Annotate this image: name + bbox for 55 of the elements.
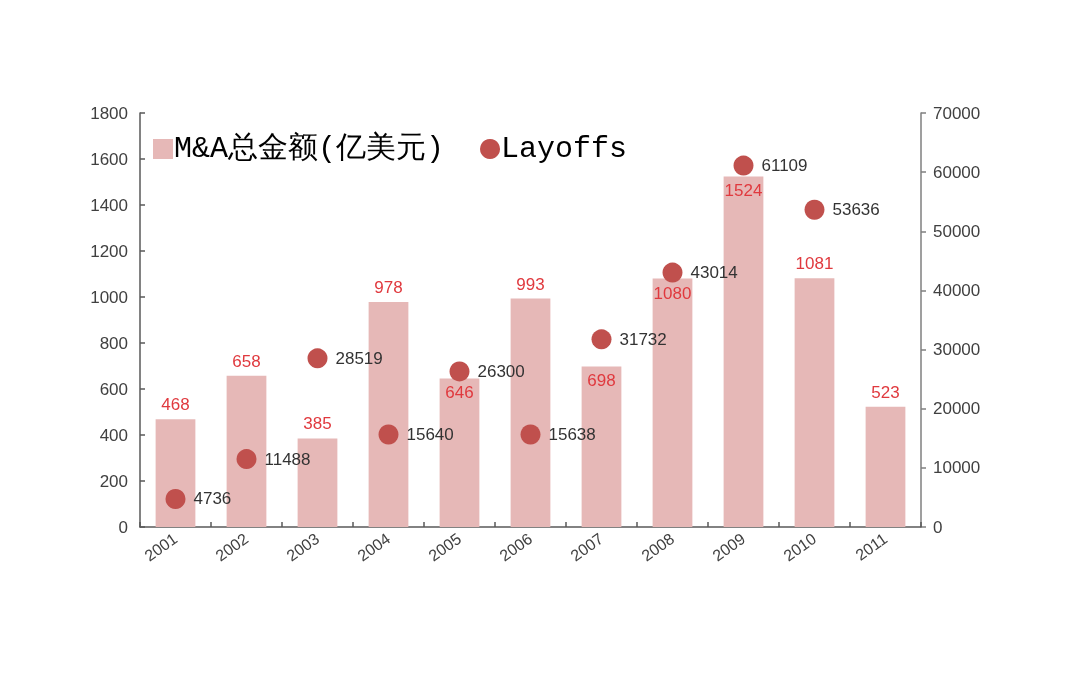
x-tick-label: 2011 — [852, 529, 891, 564]
y-tick-label: 400 — [99, 425, 128, 445]
data-label: 61109 — [761, 156, 808, 176]
legend-label: M&A总金额(亿美元) — [174, 131, 445, 166]
point — [591, 329, 612, 350]
bar — [865, 406, 906, 527]
data-label: 15640 — [406, 425, 454, 444]
point — [165, 488, 186, 509]
data-label: 646 — [445, 383, 474, 403]
point — [378, 424, 399, 445]
data-label: 1080 — [653, 283, 692, 303]
point — [520, 424, 541, 445]
bar — [794, 278, 835, 527]
data-label: 28519 — [335, 348, 383, 368]
y-tick-label: 800 — [99, 333, 128, 353]
data-label: 978 — [374, 278, 403, 298]
data-label: 1524 — [724, 181, 763, 201]
data-label: 11488 — [264, 449, 311, 469]
data-label: 468 — [161, 395, 190, 415]
y2-tick-label: 20000 — [933, 399, 981, 419]
point — [449, 361, 470, 382]
y2-tick-label: 40000 — [933, 280, 981, 300]
point — [662, 262, 683, 283]
data-label: 53636 — [832, 200, 880, 220]
data-label: 26300 — [477, 361, 525, 381]
data-label: 523 — [871, 382, 900, 402]
y2-tick-label: 60000 — [933, 162, 981, 182]
point — [733, 155, 754, 176]
y-tick-label: 1000 — [90, 287, 128, 307]
data-label: 658 — [232, 351, 261, 371]
y2-tick-label: 30000 — [933, 340, 981, 360]
y2-tick-label: 70000 — [933, 103, 981, 123]
y-tick-label: 200 — [99, 471, 128, 491]
y-tick-label: 600 — [99, 379, 128, 399]
data-label: 385 — [303, 414, 332, 434]
legend-label: Layoffs — [501, 132, 628, 166]
data-label: 1081 — [795, 254, 834, 274]
data-label: 43014 — [690, 263, 738, 283]
y-tick-label: 0 — [118, 517, 128, 537]
data-label: 698 — [587, 371, 616, 391]
data-label: 4736 — [193, 489, 232, 509]
data-label: 15638 — [548, 425, 596, 445]
data-label: 993 — [516, 274, 545, 294]
y-tick-label: 1600 — [90, 149, 128, 169]
point — [804, 199, 825, 220]
data-label: 31732 — [619, 329, 667, 349]
y-tick-label: 1200 — [90, 241, 128, 261]
y2-tick-label: 10000 — [933, 458, 981, 478]
y-tick-label: 1400 — [90, 195, 128, 215]
y2-tick-label: 0 — [933, 517, 943, 537]
bar — [155, 419, 196, 527]
y2-tick-label: 50000 — [933, 221, 981, 241]
point — [307, 348, 328, 369]
point — [236, 449, 257, 470]
y-tick-label: 1800 — [90, 103, 128, 123]
